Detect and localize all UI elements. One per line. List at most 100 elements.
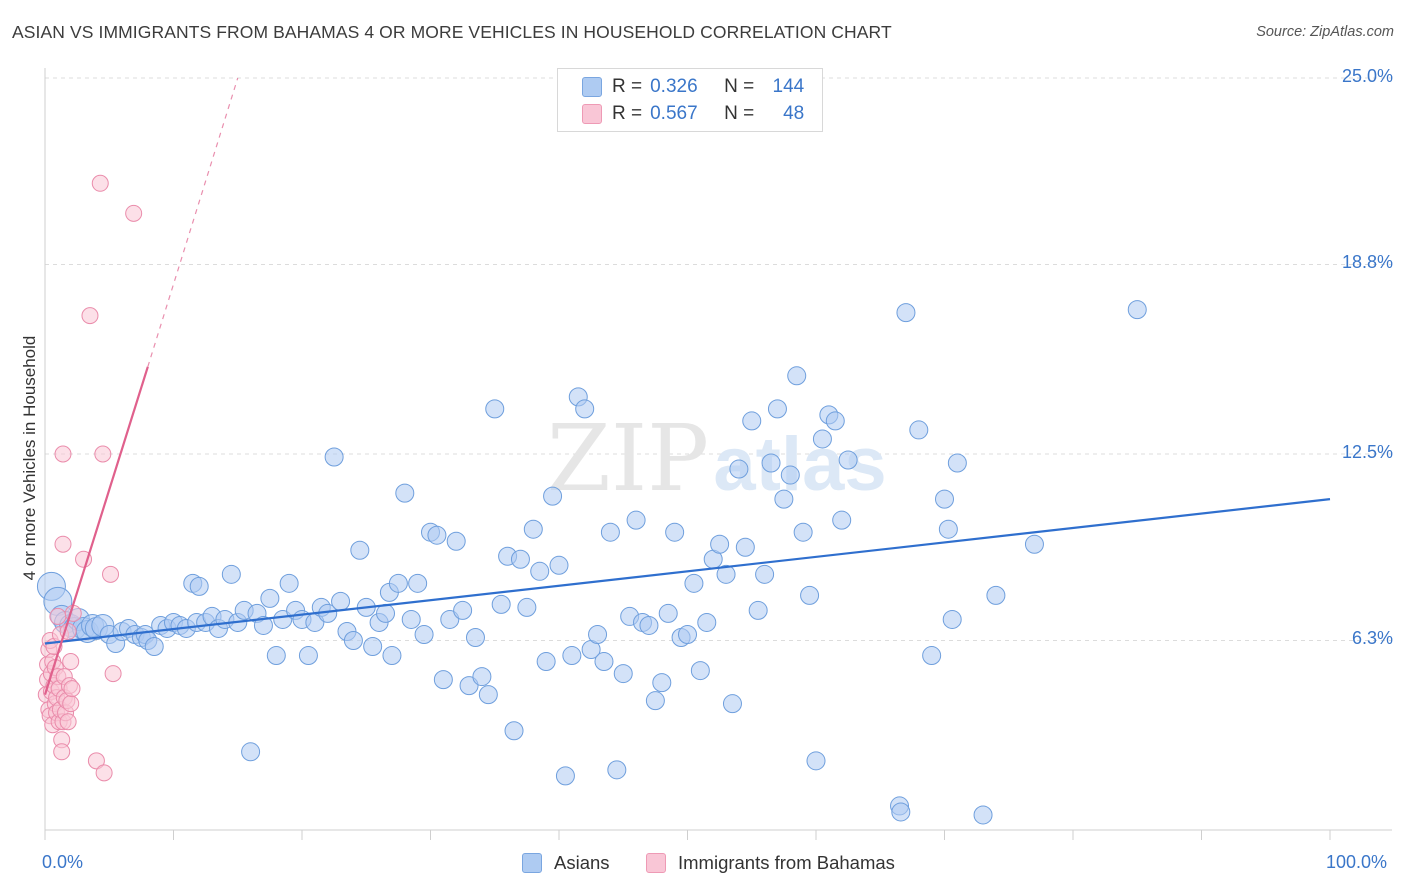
asians-point [555, 766, 575, 786]
legend-item-bahamas[interactable]: Immigrants from Bahamas [646, 852, 895, 874]
asians-point [1127, 300, 1147, 320]
asians-point [298, 646, 318, 666]
asians-point [472, 667, 492, 687]
asians-point [729, 459, 749, 479]
asians-point [324, 447, 344, 467]
asians-point [767, 399, 787, 419]
asians-point [607, 760, 627, 780]
asians-point [350, 540, 370, 560]
legend-n-label: N = [724, 103, 755, 124]
asians-point [504, 721, 524, 741]
bahamas-point [54, 535, 72, 553]
asians-point [938, 519, 958, 539]
asians-point [825, 411, 845, 431]
asians-point [189, 576, 209, 596]
asians-point [465, 627, 485, 647]
asians-point [684, 573, 704, 593]
asians-point [523, 519, 543, 539]
y-tick-label: 18.8% [1341, 252, 1393, 273]
bahamas-trend-line [43, 366, 149, 695]
asians-point [588, 624, 608, 644]
legend-n-value: 144 [772, 76, 805, 97]
legend-swatch-pink [646, 853, 666, 873]
asians-point [491, 594, 511, 614]
asians-point [891, 802, 911, 822]
asians-point [761, 453, 781, 473]
asians-point [446, 531, 466, 551]
x-tick-min: 0.0% [42, 852, 84, 872]
asians-point [562, 646, 582, 666]
asians-point [639, 615, 659, 635]
asians-point [665, 522, 685, 542]
bahamas-point [91, 174, 109, 192]
legend-n-value: 48 [783, 103, 805, 124]
bahamas-points [37, 174, 143, 782]
legend-r-label: R = [612, 76, 643, 97]
asians-point [652, 673, 672, 693]
asians-point [678, 624, 697, 644]
asians-point [260, 588, 280, 608]
series-legend: Asians Immigrants from Bahamas [0, 852, 1406, 878]
asians-points [36, 300, 1147, 825]
asians-point [575, 399, 595, 419]
bahamas-point [94, 445, 112, 463]
asians-point [253, 615, 273, 635]
asians-point [453, 600, 473, 620]
asians-point [690, 661, 710, 681]
asians-point [1024, 534, 1044, 554]
legend-r-value: 0.326 [650, 76, 698, 97]
asians-point [626, 510, 646, 530]
bahamas-point [49, 607, 67, 625]
asians-point [896, 303, 916, 323]
bahamas-point [81, 307, 99, 325]
asians-point [478, 685, 498, 705]
y-tick-label: 6.3% [1351, 628, 1393, 649]
asians-point [343, 630, 363, 650]
asians-point [935, 489, 954, 509]
legend-swatch-blue [522, 853, 542, 873]
asians-point [266, 646, 286, 666]
bahamas-point [62, 695, 80, 713]
asians-point [735, 537, 755, 557]
asians-point [722, 694, 742, 714]
chart-title: ASIAN VS IMMIGRANTS FROM BAHAMAS 4 OR MO… [12, 22, 892, 42]
asians-point [942, 609, 962, 629]
bahamas-point [62, 653, 80, 671]
asians-point [748, 600, 768, 620]
asians-point [594, 652, 614, 672]
bahamas-trend-extension [147, 77, 239, 367]
asians-point [221, 564, 241, 584]
legend-swatch-blue [582, 77, 602, 97]
stats-legend: R = 0.326 N = 144 R = 0.567 N = 48 [557, 68, 823, 132]
x-tick-max: 100.0% [1326, 852, 1388, 872]
asians-point [947, 453, 967, 473]
asians-point [144, 637, 164, 657]
asians-point [510, 549, 530, 569]
asians-point [408, 573, 428, 593]
asians-trend-line [44, 498, 1331, 645]
legend-label-asians: Asians [554, 852, 610, 873]
legend-label-bahamas: Immigrants from Bahamas [678, 852, 895, 873]
legend-swatch-pink [582, 104, 602, 124]
asians-point [331, 591, 351, 611]
asians-point [517, 597, 537, 617]
asians-point [414, 624, 434, 644]
legend-r-value: 0.567 [650, 103, 698, 124]
asians-point [645, 691, 665, 711]
legend-item-asians[interactable]: Asians [522, 852, 610, 874]
y-tick-label: 12.5% [1341, 442, 1393, 462]
asians-point [780, 465, 800, 485]
legend-row-asians: R = 0.326 N = 144 [582, 76, 804, 98]
grid-lines [45, 77, 1392, 641]
bahamas-point [63, 680, 81, 698]
asians-point [388, 573, 408, 593]
bahamas-point [54, 445, 72, 463]
asians-point [241, 742, 261, 762]
source-label: Source: ZipAtlas.com [1256, 24, 1394, 40]
asians-point [812, 429, 832, 449]
y-tick-label: 25.0% [1341, 66, 1393, 86]
asians-point [382, 646, 402, 666]
y-axis-label: 4 or more Vehicles in Household [20, 335, 39, 581]
asians-point [549, 555, 569, 575]
